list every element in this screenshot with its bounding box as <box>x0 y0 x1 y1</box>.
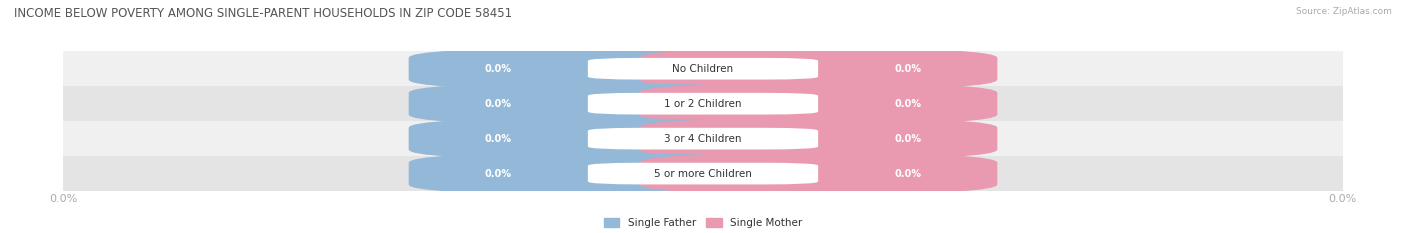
Legend: Single Father, Single Mother: Single Father, Single Mother <box>603 218 803 228</box>
Text: 3 or 4 Children: 3 or 4 Children <box>664 134 742 144</box>
FancyBboxPatch shape <box>409 118 766 159</box>
FancyBboxPatch shape <box>640 48 997 89</box>
Text: 0.0%: 0.0% <box>485 134 512 144</box>
Text: 0.0%: 0.0% <box>894 134 921 144</box>
Bar <box>63 156 1343 191</box>
FancyBboxPatch shape <box>640 118 997 159</box>
Text: 0.0%: 0.0% <box>894 64 921 74</box>
Text: 0.0%: 0.0% <box>485 99 512 109</box>
FancyBboxPatch shape <box>640 83 997 124</box>
FancyBboxPatch shape <box>588 58 818 80</box>
Text: 0.0%: 0.0% <box>894 169 921 178</box>
FancyBboxPatch shape <box>409 118 997 159</box>
Text: INCOME BELOW POVERTY AMONG SINGLE-PARENT HOUSEHOLDS IN ZIP CODE 58451: INCOME BELOW POVERTY AMONG SINGLE-PARENT… <box>14 7 512 20</box>
Text: No Children: No Children <box>672 64 734 74</box>
FancyBboxPatch shape <box>640 153 997 194</box>
FancyBboxPatch shape <box>409 48 997 89</box>
FancyBboxPatch shape <box>588 128 818 150</box>
Bar <box>63 51 1343 86</box>
Text: 0.0%: 0.0% <box>894 99 921 109</box>
FancyBboxPatch shape <box>409 48 766 89</box>
Text: 0.0%: 0.0% <box>485 169 512 178</box>
FancyBboxPatch shape <box>409 153 766 194</box>
FancyBboxPatch shape <box>409 153 997 194</box>
Text: 5 or more Children: 5 or more Children <box>654 169 752 178</box>
Bar <box>63 121 1343 156</box>
Text: 0.0%: 0.0% <box>485 64 512 74</box>
FancyBboxPatch shape <box>409 83 766 124</box>
FancyBboxPatch shape <box>588 93 818 114</box>
Bar <box>63 86 1343 121</box>
Text: Source: ZipAtlas.com: Source: ZipAtlas.com <box>1296 7 1392 16</box>
FancyBboxPatch shape <box>409 83 997 124</box>
FancyBboxPatch shape <box>588 163 818 185</box>
Text: 1 or 2 Children: 1 or 2 Children <box>664 99 742 109</box>
